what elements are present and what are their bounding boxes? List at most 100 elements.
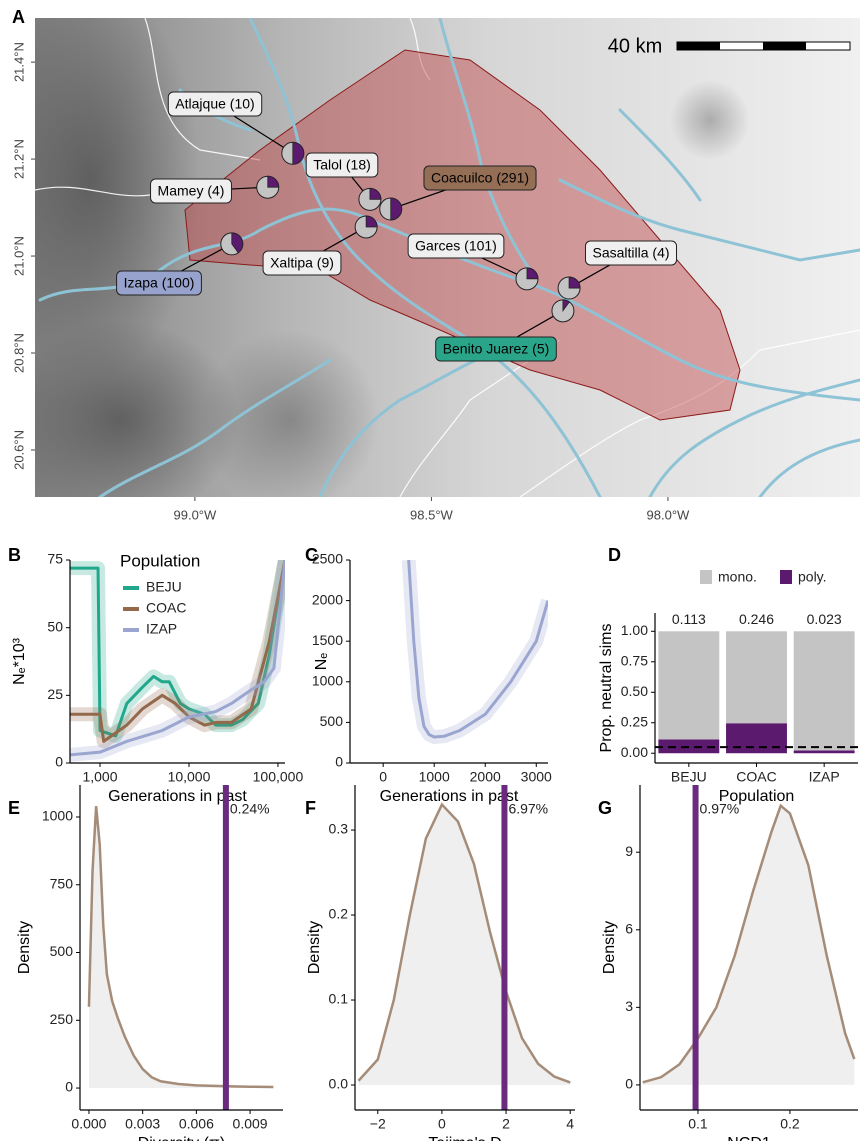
site-label: Garces (101) [415,238,497,254]
panel-label: D [608,545,621,565]
y-tick-label: 20.6°N [11,430,26,470]
y-tick-label: 0.75 [621,652,648,668]
annotation: 0.97% [700,801,740,817]
legend-label: IZAP [146,621,177,637]
x-tick-label: 98.0°W [647,507,691,522]
y-tick-label: 0 [625,1076,633,1092]
y-tick-label: 750 [50,875,74,891]
y-axis-title: Density [601,921,618,974]
y-tick-label: 21.2°N [11,139,26,179]
density-area [359,805,571,1085]
annotation: 6.97% [508,801,548,817]
x-axis-title: Tajima's D [428,1135,501,1141]
y-tick-label: 2000 [312,591,343,607]
y-axis-title: Nₑ [313,653,330,671]
x-tick-label: 2000 [470,769,501,785]
x-tick-label: 10,000 [168,769,211,785]
annotation: 0.24% [230,801,270,817]
y-tick-label: 500 [50,943,74,959]
y-tick-label: 21.0°N [11,236,26,276]
y-tick-label: 3 [625,998,633,1014]
site-label: Coacuilco (291) [431,170,529,186]
x-tick-label: −2 [370,1116,386,1132]
y-tick-label: 6 [625,920,633,936]
y-tick-label: 1.00 [621,622,648,638]
x-tick-label: 0.000 [71,1116,106,1132]
scale-bar [677,42,850,50]
y-tick-label: 50 [47,618,63,634]
panel-label: E [8,798,20,818]
y-tick-label: 0.1 [329,991,349,1007]
density-area [643,806,855,1085]
density-area [89,806,273,1088]
panel-label: G [598,798,612,818]
figure: AAtlajque (10)Mamey (4)Talol (18)Coacuil… [0,0,860,1141]
bar [726,631,787,723]
y-tick-label: 0.0 [329,1076,349,1092]
y-tick-label: 250 [50,1011,74,1027]
site-label: Benito Juarez (5) [443,341,550,357]
x-tick-label: 1,000 [82,769,117,785]
x-tick-label: 0 [379,769,387,785]
x-tick-label: 2 [502,1116,510,1132]
y-tick-label: 1000 [312,673,343,689]
legend-title: Population [120,551,200,570]
x-tick-label: BEJU [671,769,707,785]
panel-label: F [305,798,316,818]
legend-label: mono. [718,569,757,585]
y-tick-label: 0.2 [329,906,349,922]
y-axis-title: Density [16,921,33,974]
site-label: Mamey (4) [158,183,225,199]
y-tick-label: 2500 [312,551,343,567]
y-tick-label: 75 [47,551,63,567]
x-tick-label: 0.1 [688,1116,708,1132]
site-label: Izapa (100) [124,275,195,291]
legend-swatch [700,570,712,584]
site-label: Talol (18) [313,157,371,173]
x-tick-label: 100,000 [253,769,304,785]
bar [794,750,855,753]
y-tick-label: 0 [65,1079,73,1095]
y-axis-title: Density [306,921,323,974]
x-tick-label: 0.2 [780,1116,800,1132]
y-tick-label: 20.8°N [11,333,26,373]
x-tick-label: COAC [736,769,776,785]
x-tick-label: 1000 [419,769,450,785]
y-tick-label: 0.00 [621,744,648,760]
bar [794,631,855,750]
legend-label: COAC [146,600,186,616]
x-tick-label: IZAP [809,769,840,785]
map-background [0,0,860,520]
x-tick-label: 0.009 [233,1116,268,1132]
y-tick-label: 0.25 [621,713,648,729]
scale-label: 40 km [608,35,662,57]
y-tick-label: 21.4°N [11,42,26,82]
lines [409,560,548,737]
site-label: Sasaltilla (4) [592,245,669,261]
x-tick-label: 99.0°W [174,507,218,522]
legend-swatch [780,570,792,584]
x-axis-title: NCD1 [727,1135,771,1141]
y-tick-label: 0.50 [621,683,648,699]
x-tick-label: 0.006 [179,1116,214,1132]
y-tick-label: 1000 [42,808,73,824]
x-tick-label: 98.5°W [410,507,454,522]
x-tick-label: 0.003 [125,1116,160,1132]
legend-label: poly. [798,569,827,585]
x-tick-label: 4 [566,1116,574,1132]
y-tick-label: 9 [625,843,633,859]
panel-label: A [12,7,25,27]
x-axis-title: Diversity (π) [138,1135,225,1141]
bar [726,723,787,753]
y-tick-label: 25 [47,686,63,702]
y-tick-label: 0 [335,754,343,770]
y-axis-title: Prop. neutral sims [598,624,615,753]
y-tick-label: 0 [55,754,63,770]
x-axis-title: Generations in past [380,788,519,805]
y-tick-label: 1500 [312,632,343,648]
value-label: 0.023 [807,611,842,627]
x-tick-label: 0 [438,1116,446,1132]
y-tick-label: 0.3 [329,821,349,837]
value-label: 0.113 [672,611,706,627]
legend-label: BEJU [146,579,182,595]
